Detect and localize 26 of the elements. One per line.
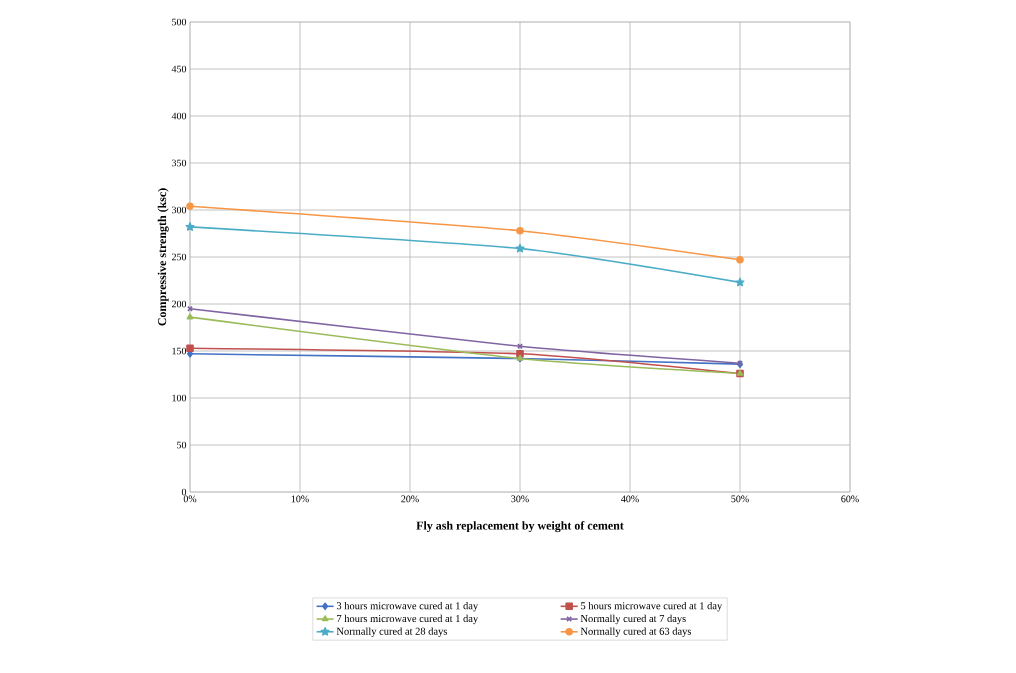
y-tick-label: 150 (172, 347, 187, 355)
y-tick-label: 500 (172, 18, 187, 26)
x-tick-label: 0% (183, 495, 197, 503)
legend-label: Normally cured at 28 days (336, 627, 447, 637)
legend-label: Normally cured at 7 days (580, 614, 686, 625)
y-tick-label: 300 (172, 206, 187, 214)
legend-label: 3 hours microwave cured at 1 day (336, 601, 479, 612)
legend-label: Normally cured at 63 days (580, 627, 692, 637)
y-tick-label: 50 (177, 441, 187, 449)
x-tick-label: 50% (731, 495, 749, 503)
x-axis-title: Fly ash replacement by weight of cement (416, 521, 624, 533)
x-tick-label: 10% (291, 495, 309, 503)
y-tick-label: 200 (171, 300, 187, 308)
y-tick-label: 350 (172, 159, 187, 167)
x-tick-label: 40% (621, 495, 639, 503)
legend-label: 7 hours microwave cured at 1 day (337, 614, 479, 625)
x-tick-label: 60% (841, 495, 859, 503)
y-axis-title: Compressive strength (ksc) (157, 188, 169, 326)
x-tick-label: 30% (511, 495, 529, 503)
y-tick-label: 0 (181, 488, 187, 496)
y-tick-label: 250 (171, 253, 187, 261)
legend-label: 5 hours microwave cured at 1 day (581, 601, 723, 612)
y-tick-label: 400 (171, 112, 187, 120)
x-tick-label: 20% (401, 495, 419, 503)
y-tick-label: 450 (171, 65, 187, 73)
y-tick-label: 100 (172, 394, 187, 402)
